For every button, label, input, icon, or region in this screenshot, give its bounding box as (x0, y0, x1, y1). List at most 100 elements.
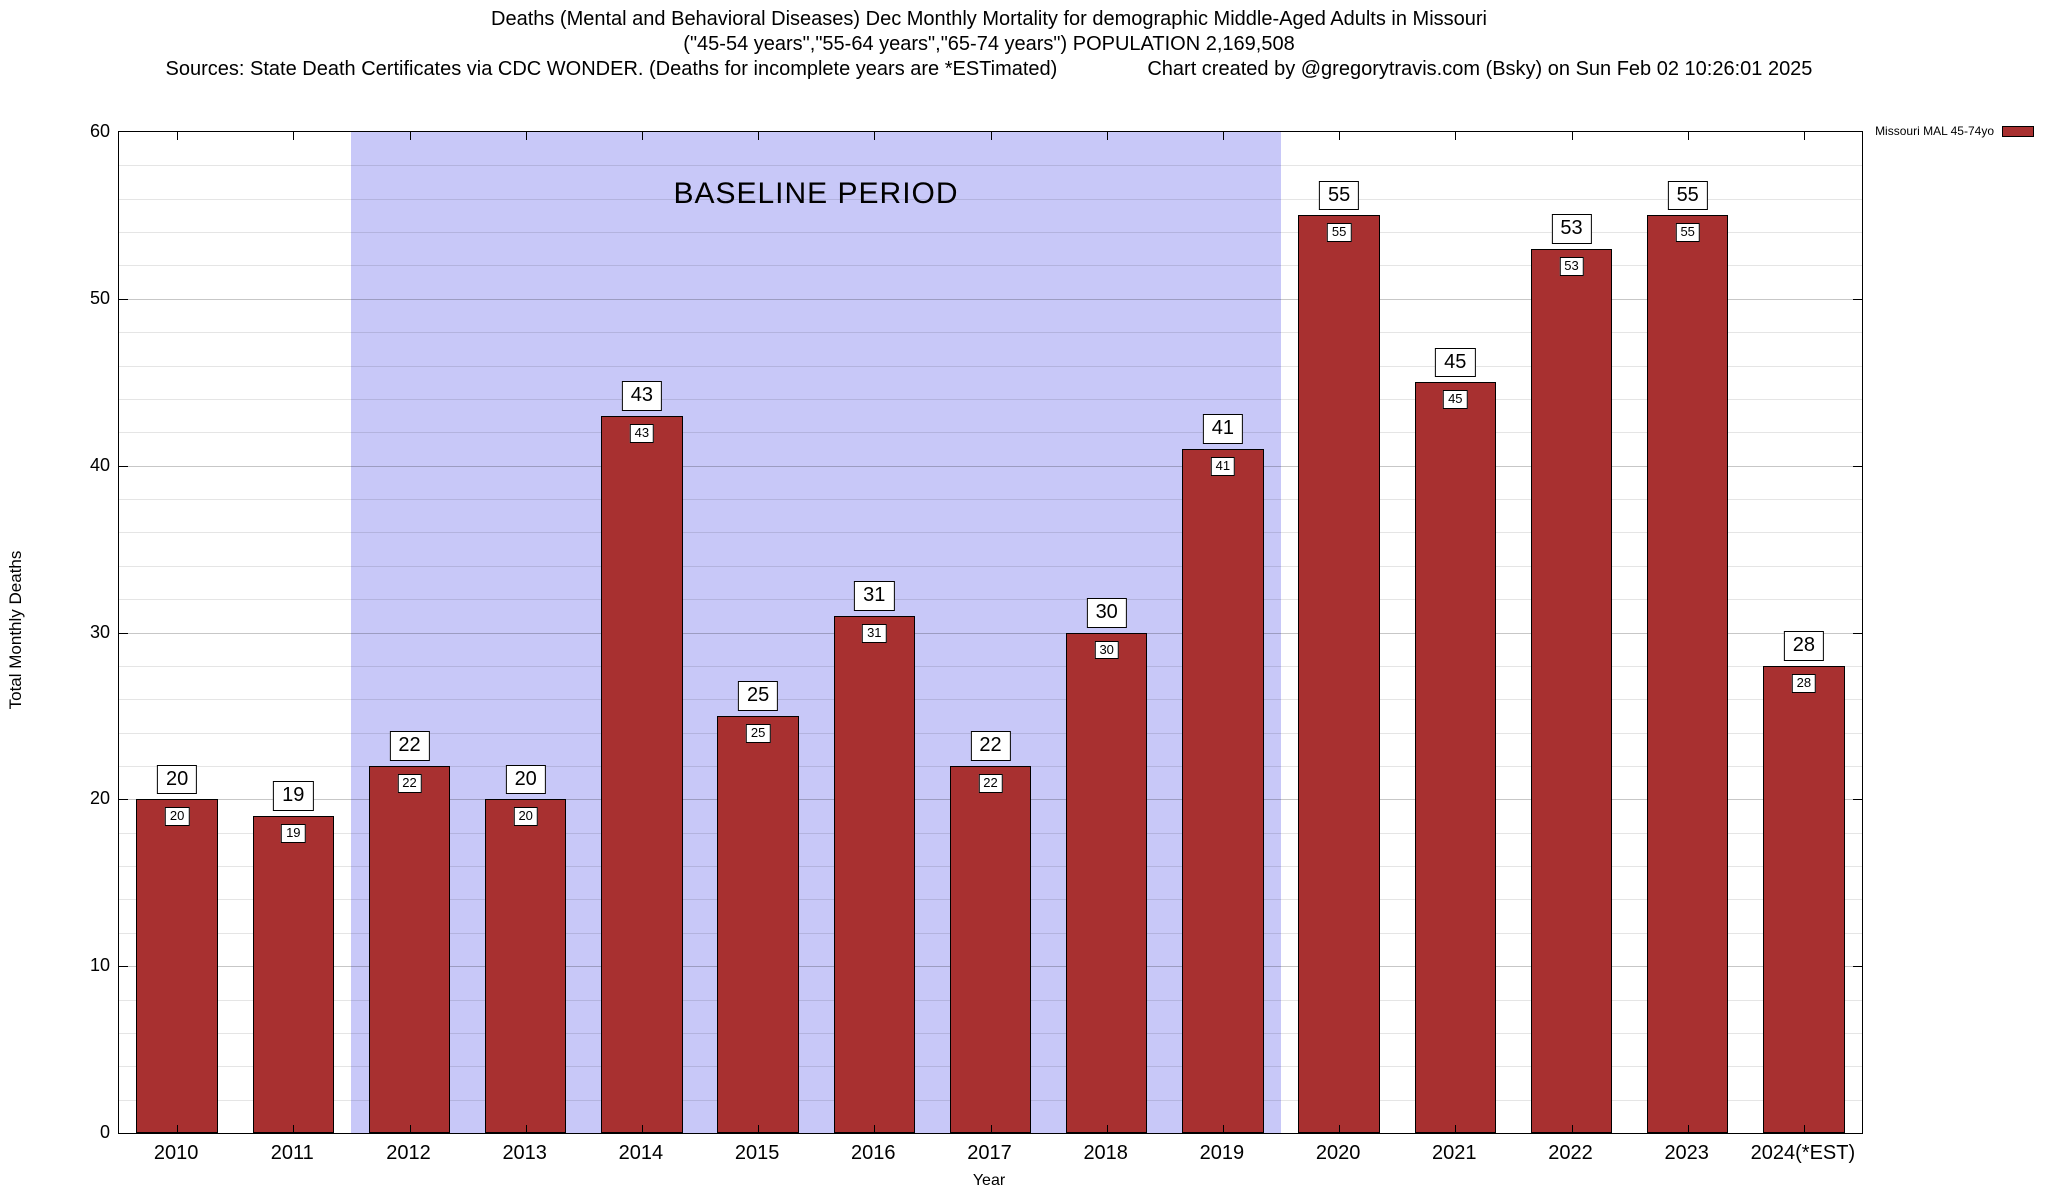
x-tick-mark (1803, 132, 1805, 140)
bar-total-label: 45Total dead (1435, 347, 1476, 378)
bar-value: 55 (1331, 224, 1347, 240)
bar-total-value: 25 (746, 684, 770, 707)
bar-value: 25 (750, 724, 766, 740)
gridline (119, 232, 1862, 234)
x-tick-mark (1571, 1125, 1573, 1133)
bar-total-label: 28Total dead (1783, 631, 1825, 661)
y-tick-mark (119, 632, 128, 634)
x-tick-mark (1222, 1125, 1224, 1133)
x-tick-label: 2013 (502, 1142, 547, 1164)
bar-inner-label: 31dead (100%) (862, 623, 887, 643)
chart-subtitle: ("45-54 years","55-64 years","65-74 year… (683, 33, 1295, 55)
sources-note: Sources: State Death Certificates via CD… (165, 58, 1058, 80)
bar (833, 615, 915, 1133)
bar-value: 28 (1796, 674, 1812, 690)
bar-total-label: 53Total dead (1551, 214, 1592, 244)
bar-total-value: 22 (398, 734, 421, 757)
x-tick-mark (293, 1125, 295, 1133)
bar-inner-label: 28dead (100%) (1791, 673, 1817, 693)
x-tick-label: 2017 (967, 1142, 1012, 1164)
gridline (119, 298, 1862, 300)
bar-total-value: 19 (282, 784, 305, 807)
gridline (119, 465, 1862, 467)
x-tick-mark (874, 132, 876, 140)
x-tick-label: 2019 (1199, 1142, 1245, 1164)
x-tick-mark (1339, 132, 1341, 140)
bar-total-value: 30 (1095, 600, 1118, 623)
gridline (119, 365, 1862, 367)
x-tick-label: 2024(*EST) (1750, 1142, 1856, 1164)
y-tick-mark (119, 465, 128, 467)
x-tick-mark (409, 1125, 411, 1133)
legend-swatch (2002, 125, 2034, 137)
bar-total-label: 22Total dead (389, 731, 430, 761)
bar-value: 41 (1215, 457, 1231, 473)
bar-inner-label: 25dead (100%) (745, 723, 771, 743)
gridline (119, 398, 1862, 400)
x-tick-label: 2021 (1432, 1142, 1477, 1164)
bar-total-value: 28 (1792, 634, 1816, 657)
bar (1182, 448, 1264, 1133)
bar (1414, 382, 1496, 1133)
y-axis-title: Total Monthly Deaths (6, 550, 25, 710)
x-tick-label: 2011 (270, 1142, 314, 1164)
bar-inner-label: 19dead (100%) (281, 824, 306, 843)
bar-inner-label: 43dead (100%) (629, 423, 655, 443)
bar-inner-label: 55dead (100%) (1326, 223, 1352, 243)
bar (136, 799, 218, 1133)
x-tick-label: 2018 (1083, 1142, 1128, 1164)
chart-source-line: Sources: State Death Certificates via CD… (0, 58, 1978, 81)
gridline (119, 165, 1862, 167)
x-tick-label: 2023 (1664, 1142, 1709, 1164)
bar (949, 765, 1032, 1133)
x-tick-mark (758, 132, 760, 140)
x-tick-label: 2010 (153, 1142, 199, 1164)
bar-value: 55 (1680, 224, 1695, 240)
gridline (119, 665, 1862, 667)
credit-note: Chart created by @gregorytravis.com (Bsk… (1147, 58, 1813, 80)
baseline-period-label: BASELINE PERIOD (673, 177, 959, 210)
x-tick-label: 2020 (1315, 1142, 1361, 1164)
bar-inner-label: 53dead (100%) (1559, 256, 1584, 276)
legend: Missouri MAL 45-74yo (1875, 124, 2034, 138)
bar (485, 799, 567, 1133)
x-tick-mark (641, 1125, 643, 1133)
bar (252, 816, 334, 1133)
bar-total-value: 41 (1211, 417, 1235, 440)
bar-value: 22 (402, 774, 417, 790)
bar-inner-label: 45dead (100%) (1443, 390, 1468, 410)
y-tick-label: 60 (89, 121, 110, 141)
bar (1066, 632, 1148, 1133)
bar-value: 20 (169, 808, 185, 824)
y-tick-mark (119, 298, 128, 300)
y-tick-label: 30 (89, 621, 110, 642)
bar-total-value: 55 (1327, 183, 1351, 206)
bar (1763, 665, 1845, 1133)
x-tick-mark (293, 132, 295, 140)
bar (717, 715, 799, 1133)
x-tick-mark (990, 132, 992, 140)
bar-inner-label: 22dead (100%) (978, 773, 1003, 793)
bar-inner-label: 30dead (100%) (1094, 640, 1119, 660)
bar-total-value: 55 (1676, 183, 1699, 206)
x-tick-mark (874, 1125, 876, 1133)
bar-inner-label: 41dead (100%) (1210, 456, 1236, 476)
gridline (119, 332, 1862, 334)
gridline (119, 265, 1862, 267)
bar (1647, 215, 1729, 1133)
bar-value: 53 (1564, 257, 1579, 273)
x-tick-mark (525, 132, 527, 140)
bar-inner-label: 20dead (100%) (513, 807, 538, 827)
x-tick-label: 2014 (618, 1142, 664, 1164)
bar-inner-label: 55dead (100%) (1675, 223, 1700, 243)
bar-total-value: 20 (165, 767, 189, 790)
x-tick-mark (177, 132, 179, 140)
x-tick-mark (1455, 132, 1457, 140)
x-tick-mark (409, 132, 411, 140)
x-tick-mark (1455, 1125, 1457, 1133)
y-tick-mark (1853, 465, 1862, 467)
bar-total-label: 31Total dead (854, 581, 895, 611)
bar-total-value: 45 (1444, 350, 1467, 373)
gridline (119, 599, 1862, 601)
